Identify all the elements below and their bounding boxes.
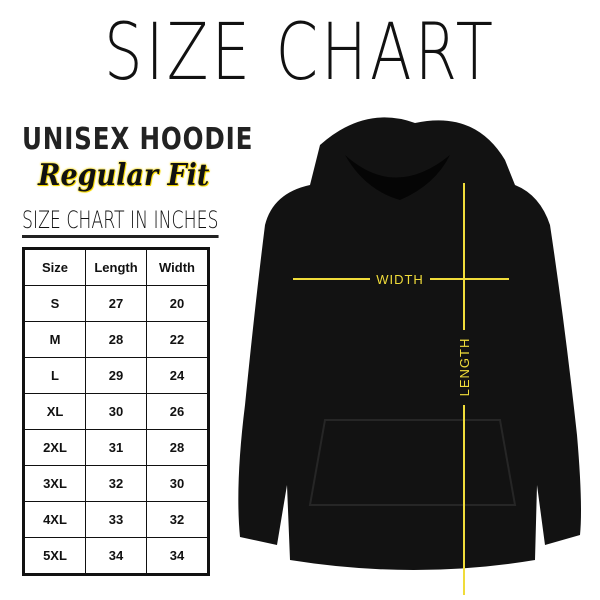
table-cell: 2XL [23, 429, 86, 466]
header-cell: Length [85, 248, 147, 286]
table-cell: 3XL [23, 465, 86, 502]
hood-opening [345, 155, 450, 200]
table-row: S 27 20 [23, 285, 209, 322]
table-cell: 30 [146, 465, 209, 502]
fit-label: Regular Fit [38, 158, 210, 193]
table-cell: 30 [85, 393, 147, 430]
table-cell: 32 [146, 501, 209, 538]
header-cell: Width [146, 248, 209, 286]
table-cell: 29 [85, 357, 147, 394]
table-row: 3XL 32 30 [23, 465, 209, 502]
table-title: SIZE CHART IN INCHES [22, 206, 219, 238]
table-cell: 28 [146, 429, 209, 466]
table-cell: 24 [146, 357, 209, 394]
table-row: 4XL 33 32 [23, 501, 209, 538]
width-label: WIDTH [376, 272, 424, 287]
table-cell: 34 [146, 537, 209, 575]
page-title: SIZE CHART [103, 8, 497, 98]
table-cell: 34 [85, 537, 147, 575]
table-cell: 4XL [23, 501, 86, 538]
table-row: L 29 24 [23, 357, 209, 394]
table-cell: 20 [146, 285, 209, 322]
hoodie-silhouette [238, 117, 582, 570]
table-cell: 22 [146, 321, 209, 358]
pocket [308, 419, 517, 506]
table-row: M 28 22 [23, 321, 209, 358]
table-cell: M [23, 321, 86, 358]
table-cell: XL [23, 393, 86, 430]
table-cell: 27 [85, 285, 147, 322]
table-header-row: Size Length Width [23, 248, 209, 286]
header-cell: Size [23, 248, 86, 286]
table-cell: 32 [85, 465, 147, 502]
table-cell: 26 [146, 393, 209, 430]
hoodie-image: WIDTH LENGTH [238, 117, 582, 595]
table-row: XL 30 26 [23, 393, 209, 430]
size-table: Size Length Width S 27 20 M 28 22 L 29 24 XL 30 26 2… [22, 247, 210, 576]
table-cell: 5XL [23, 537, 86, 575]
table-row: 5XL 34 34 [23, 537, 209, 575]
table-row: 2XL 31 28 [23, 429, 209, 466]
table-cell: S [23, 285, 86, 322]
table-cell: 28 [85, 321, 147, 358]
table-cell: 31 [85, 429, 147, 466]
product-name: UNISEX HOODIE [22, 122, 254, 157]
table-cell: L [23, 357, 86, 394]
length-label: LENGTH [457, 338, 472, 397]
table-cell: 33 [85, 501, 147, 538]
